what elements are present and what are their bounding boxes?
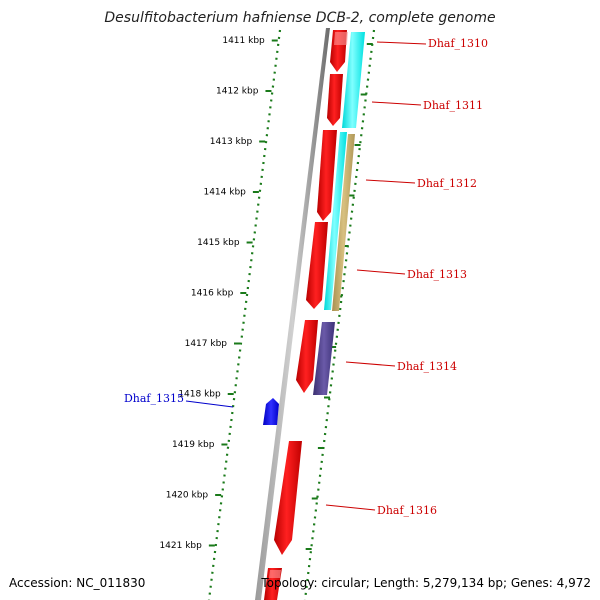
callout-line (345, 361, 396, 367)
gene-label-dhaf-1314[interactable]: Dhaf_1314 (397, 360, 457, 373)
gene-label-dhaf-1311[interactable]: Dhaf_1311 (423, 99, 483, 112)
callout-line (371, 101, 422, 106)
gene-label-dhaf-1316[interactable]: Dhaf_1316 (377, 504, 437, 517)
map-title: Desulfitobacterium hafniense DCB-2, comp… (104, 10, 495, 26)
scale-label: 1418 kbp (178, 390, 221, 400)
scale-label: 1420 kbp (166, 491, 209, 501)
scale-label: 1416 kbp (191, 289, 234, 299)
gene-label-dhaf-1310[interactable]: Dhaf_1310 (428, 37, 488, 50)
purple-feature-dhaf-1314[interactable] (313, 322, 335, 395)
genome-axis (255, 28, 330, 600)
scale-label: 1417 kbp (185, 339, 228, 349)
topology-text: Topology: circular; Length: 5,279,134 bp… (260, 576, 591, 590)
gene-arrow-dhaf-1312[interactable] (317, 130, 337, 221)
scale-label: 1415 kbp (197, 238, 240, 248)
left-dotted-track (207, 29, 282, 600)
gene-label-dhaf-1312[interactable]: Dhaf_1312 (417, 177, 477, 190)
cyan-feature-dhaf-1312[interactable] (324, 132, 347, 310)
scale-label: 1412 kbp (216, 87, 259, 97)
scale-label: 1413 kbp (210, 137, 253, 147)
gene-arrow-highlight (334, 32, 348, 45)
gene-arrow-dhaf-1315[interactable] (263, 398, 279, 425)
callout-line (365, 179, 416, 184)
gene-arrow-dhaf-1311[interactable] (327, 74, 343, 126)
scale-label: 1419 kbp (172, 440, 215, 450)
scale-ticks (208, 39, 373, 550)
gene-arrow-dhaf-1314[interactable] (296, 320, 318, 393)
gene-label-dhaf-1315[interactable]: Dhaf_1315 (124, 392, 184, 405)
scale-label: 1411 kbp (222, 36, 265, 46)
right-dotted-track (303, 29, 376, 600)
callout-line (356, 269, 406, 275)
scale-labels: 1411 kbp 1412 kbp 1413 kbp 1414 kbp 1415 kbp… (159, 36, 265, 551)
accession-text: Accession: NC_011830 (9, 576, 145, 590)
tan-feature-dhaf-1313[interactable] (332, 134, 355, 311)
gene-arrow-dhaf-1316[interactable] (274, 441, 302, 555)
cyan-feature-dhaf-1310[interactable] (342, 32, 365, 128)
callout-line (185, 400, 234, 408)
gene-callouts: Dhaf_1310 Dhaf_1311 Dhaf_1312 Dhaf_1313 … (124, 37, 488, 517)
scale-label: 1414 kbp (203, 188, 246, 198)
gene-arrow-dhaf-1313[interactable] (306, 222, 328, 309)
scale-label: 1421 kbp (159, 541, 202, 551)
callout-line (325, 504, 376, 511)
gene-features (263, 30, 365, 600)
callout-line (376, 41, 427, 45)
gene-label-dhaf-1313[interactable]: Dhaf_1313 (407, 268, 467, 281)
gene-arrow-highlight (269, 570, 281, 578)
